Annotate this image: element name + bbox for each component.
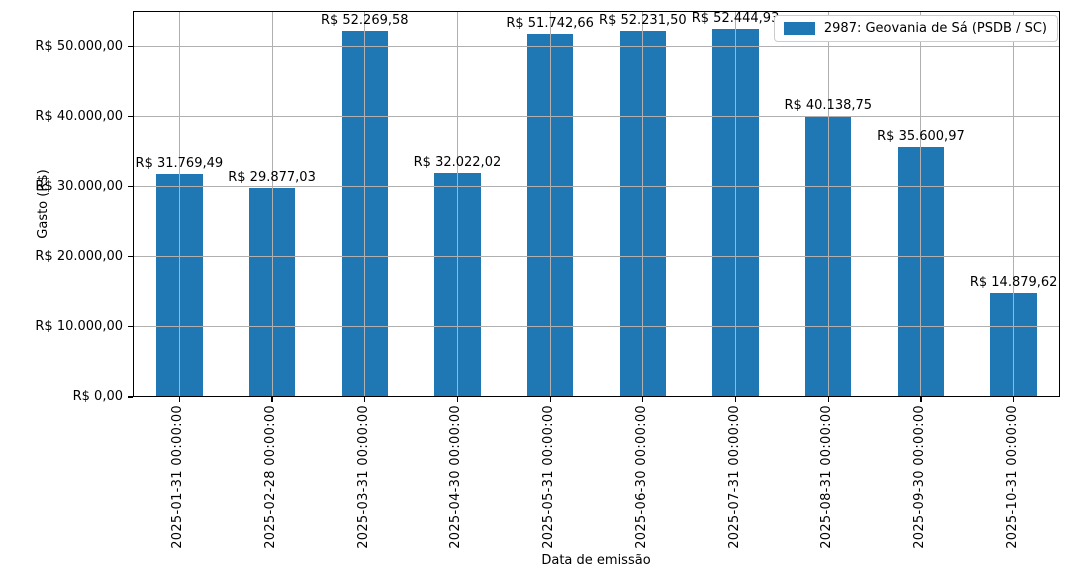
y-tick-label: R$ 50.000,00 [35, 38, 123, 54]
y-axis-tick [128, 186, 133, 188]
gridline-horizontal [133, 116, 1060, 118]
x-axis-tick [178, 397, 180, 402]
gridline-vertical [549, 11, 551, 397]
gridline-vertical [178, 11, 180, 397]
bar-value-label: R$ 31.769,49 [135, 156, 224, 172]
bar-value-label: R$ 29.877,03 [228, 169, 316, 185]
y-axis-tick [128, 256, 133, 258]
y-axis-tick [128, 116, 133, 118]
x-axis-tick [642, 397, 644, 402]
y-tick-label: R$ 40.000,00 [35, 108, 123, 124]
gridline-vertical [642, 11, 644, 397]
x-axis-tick [734, 397, 737, 402]
bar-value-label: R$ 52.269,58 [320, 12, 409, 28]
x-axis-tick [456, 397, 459, 402]
gridline-vertical [1013, 11, 1015, 397]
gridline-vertical [827, 11, 829, 397]
x-axis-tick [1013, 397, 1015, 402]
x-tick-label: 2025-01-31 00:00:00 [170, 405, 186, 549]
gridline-vertical [271, 11, 273, 397]
gridline-horizontal [133, 256, 1060, 258]
legend: 2987: Geovania de Sá (PSDB / SC) [773, 15, 1058, 42]
x-tick-label: 2025-09-30 00:00:00 [911, 405, 927, 549]
bar-value-label: R$ 35.600,97 [877, 129, 965, 145]
y-axis-tick [128, 396, 133, 398]
x-tick-label: 2025-07-31 00:00:00 [726, 405, 742, 549]
gridline-vertical [920, 11, 922, 397]
y-tick-label: R$ 30.000,00 [35, 178, 123, 194]
gridline-horizontal [133, 326, 1060, 328]
gridline-vertical [456, 11, 458, 397]
y-axis-tick [128, 45, 133, 48]
x-tick-label: 2025-06-30 00:00:00 [633, 405, 649, 549]
y-tick-label: R$ 0,00 [72, 389, 123, 404]
x-tick-label: 2025-02-28 00:00:00 [263, 405, 279, 549]
x-axis-tick [827, 397, 829, 402]
x-axis-tick [920, 397, 922, 402]
bar-value-label: R$ 40.138,75 [784, 97, 873, 113]
x-tick-label: 2025-08-31 00:00:00 [819, 405, 835, 549]
gridline-horizontal [133, 46, 1060, 48]
bar-value-label: R$ 52.231,50 [599, 12, 687, 28]
bar-value-label: R$ 52.444,93 [691, 11, 780, 27]
plot-area [133, 11, 1060, 397]
gridline-horizontal [133, 186, 1060, 188]
y-axis-tick [128, 326, 133, 328]
y-tick-label: R$ 10.000,00 [35, 318, 123, 334]
x-tick-label: 2025-10-31 00:00:00 [1004, 405, 1020, 549]
x-axis-tick [271, 397, 273, 402]
x-axis-tick [549, 397, 551, 402]
gridline-vertical [364, 11, 366, 397]
x-tick-label: 2025-05-31 00:00:00 [541, 405, 557, 549]
gridline-vertical [735, 11, 737, 397]
bar-value-label: R$ 14.879,62 [969, 274, 1058, 290]
legend-swatch [783, 22, 815, 35]
x-axis-tick [364, 397, 366, 402]
legend-label: 2987: Geovania de Sá (PSDB / SC) [823, 21, 1047, 36]
y-tick-label: R$ 20.000,00 [35, 248, 123, 264]
bar-value-label: R$ 51.742,66 [506, 16, 594, 32]
x-axis-title: Data de emissão [541, 553, 651, 568]
x-tick-label: 2025-04-30 00:00:00 [448, 405, 464, 549]
x-tick-label: 2025-03-31 00:00:00 [355, 405, 371, 549]
bar-value-label: R$ 32.022,02 [413, 154, 502, 170]
